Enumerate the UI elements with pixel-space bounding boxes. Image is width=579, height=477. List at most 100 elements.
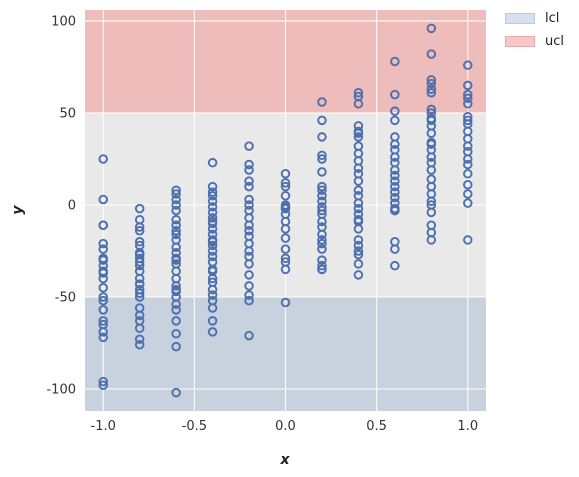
- data-point: [244, 330, 254, 341]
- data-point: [134, 340, 145, 350]
- legend: lcl ucl: [505, 8, 564, 54]
- data-point: [353, 128, 364, 138]
- data-point: [317, 255, 327, 265]
- data-point: [171, 185, 181, 196]
- data-point: [317, 167, 327, 177]
- data-point: [171, 205, 181, 216]
- data-point: [98, 305, 108, 315]
- data-point: [280, 233, 291, 243]
- data-point: [134, 260, 145, 271]
- data-point: [353, 240, 364, 251]
- data-point: [426, 88, 437, 98]
- data-point: [98, 244, 108, 254]
- data-point: [171, 299, 181, 310]
- data-point: [280, 224, 291, 234]
- data-point: [426, 84, 437, 94]
- data-point: [98, 194, 108, 205]
- data-point: [244, 141, 254, 151]
- data-point: [207, 240, 218, 251]
- data-point: [207, 327, 218, 337]
- data-point: [353, 246, 364, 256]
- data-point: [426, 196, 437, 207]
- data-point: [426, 152, 437, 162]
- data-point: [207, 157, 218, 168]
- data-point: [134, 225, 145, 236]
- legend-item-ucl: ucl: [505, 31, 564, 51]
- data-point: [317, 132, 327, 142]
- x-tick-label: -1.0: [91, 419, 116, 434]
- legend-item-lcl: lcl: [505, 8, 564, 28]
- data-point: [317, 191, 327, 201]
- data-point: [353, 88, 364, 98]
- data-point: [353, 176, 364, 186]
- data-point: [317, 264, 327, 275]
- y-tick-label: -100: [46, 382, 76, 397]
- data-point: [171, 220, 181, 230]
- data-point: [244, 200, 254, 210]
- data-point: [244, 281, 254, 291]
- data-point: [134, 292, 145, 302]
- data-point: [98, 220, 108, 230]
- data-point: [244, 181, 254, 192]
- data-point: [390, 89, 400, 100]
- data-point: [463, 168, 473, 179]
- data-point: [353, 224, 364, 234]
- data-point: [280, 168, 291, 179]
- data-point: [207, 290, 218, 300]
- data-point: [207, 181, 218, 192]
- data-point: [171, 225, 181, 236]
- data-point: [390, 165, 400, 175]
- x-tick-label: 1.0: [457, 419, 478, 434]
- x-tick-labels: -1.0 -0.5 0.0 0.5 1.0: [91, 419, 479, 434]
- data-point: [317, 185, 327, 196]
- data-point: [353, 185, 364, 196]
- data-point: [207, 196, 218, 207]
- data-point: [317, 154, 327, 164]
- data-point: [207, 277, 218, 287]
- data-point: [98, 253, 108, 264]
- data-point: [244, 220, 254, 230]
- data-point: [463, 89, 473, 100]
- data-point: [98, 266, 108, 276]
- data-point: [98, 327, 108, 337]
- data-point: [244, 165, 254, 175]
- data-point: [98, 295, 108, 306]
- data-point: [463, 141, 473, 151]
- data-point: [317, 238, 327, 249]
- data-point: [171, 194, 181, 205]
- data-point: [317, 260, 327, 271]
- data-point: [98, 154, 108, 164]
- data-point: [171, 341, 181, 352]
- data-point: [134, 203, 145, 214]
- legend-label-lcl: lcl: [545, 10, 560, 26]
- data-point: [317, 235, 327, 245]
- y-tick-label: 100: [51, 15, 76, 30]
- data-point: [98, 376, 108, 387]
- data-point: [463, 179, 473, 190]
- data-point: [171, 214, 181, 225]
- data-point: [244, 270, 254, 280]
- data-point: [463, 115, 473, 126]
- data-point: [317, 97, 327, 107]
- data-point: [207, 251, 218, 262]
- data-point: [280, 297, 291, 308]
- data-point: [171, 284, 181, 295]
- data-point: [390, 181, 400, 192]
- data-point: [463, 235, 473, 245]
- data-point: [244, 194, 254, 205]
- data-point: [280, 191, 291, 201]
- data-point: [207, 273, 218, 284]
- data-point: [171, 387, 181, 398]
- data-point: [244, 176, 254, 186]
- data-point: [207, 216, 218, 227]
- data-point: [207, 187, 218, 197]
- data-point: [171, 189, 181, 199]
- data-point: [390, 115, 400, 126]
- data-point: [353, 132, 364, 142]
- data-point: [390, 244, 400, 254]
- data-point: [317, 196, 327, 207]
- data-point: [134, 334, 145, 345]
- data-point: [390, 176, 400, 186]
- data-point: [244, 259, 254, 269]
